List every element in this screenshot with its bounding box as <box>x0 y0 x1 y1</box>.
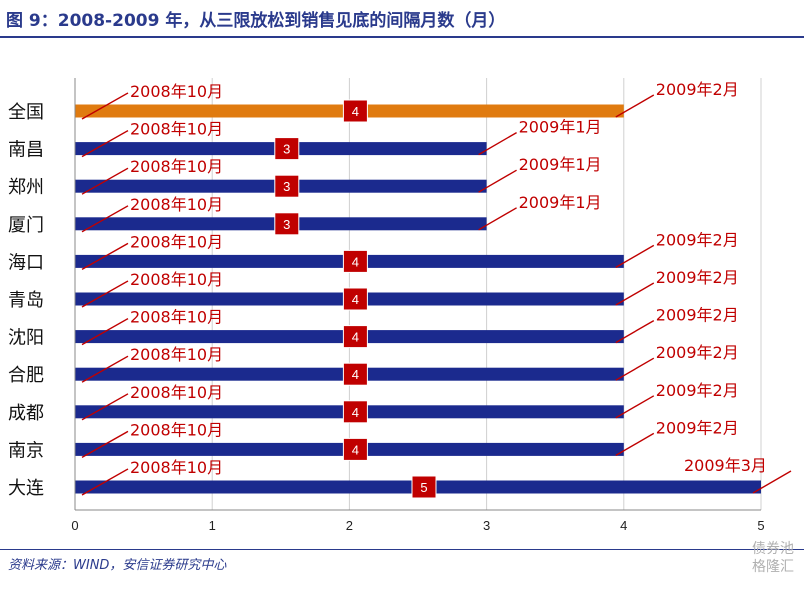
end-leader-line <box>478 131 517 156</box>
end-label: 2009年2月 <box>656 268 739 287</box>
value-box <box>274 137 300 161</box>
value-label: 4 <box>352 405 359 420</box>
start-label: 2008年10月 <box>130 232 223 251</box>
end-leader-line <box>615 319 655 344</box>
chart-title: 图 9：2008-2009 年，从三限放松到销售见底的间隔月数（月） <box>6 11 506 31</box>
end-label: 2009年1月 <box>519 118 602 137</box>
start-leader-line <box>81 393 129 421</box>
value-label: 3 <box>283 142 290 157</box>
start-leader-line <box>81 205 129 233</box>
end-label: 2009年3月 <box>684 456 767 475</box>
end-leader-line <box>478 169 517 193</box>
x-tick-label: 3 <box>483 518 490 533</box>
start-label: 2008年10月 <box>130 120 223 139</box>
value-box <box>342 287 368 311</box>
value-box <box>274 212 300 236</box>
end-label: 2009年2月 <box>656 230 739 249</box>
end-leader-line <box>615 94 655 118</box>
end-leader-line <box>615 282 655 306</box>
value-label: 4 <box>352 442 359 457</box>
value-label: 4 <box>352 292 359 307</box>
category-label: 海口 <box>8 252 44 273</box>
value-box <box>342 249 368 273</box>
source-note: 资料来源：WIND，安信证券研究中心 <box>8 558 227 573</box>
footer-divider <box>0 549 804 550</box>
value-box <box>274 174 300 198</box>
start-leader-line <box>81 280 129 308</box>
start-leader-line <box>81 167 129 195</box>
value-label: 4 <box>352 367 359 382</box>
value-box <box>342 99 368 123</box>
end-label: 2009年2月 <box>656 343 739 362</box>
end-leader-line <box>615 357 655 381</box>
value-box <box>342 325 368 349</box>
start-label: 2008年10月 <box>130 383 223 402</box>
value-box <box>342 437 368 461</box>
start-label: 2008年10月 <box>130 270 223 289</box>
start-leader-line <box>81 242 129 271</box>
x-tick-label: 1 <box>209 518 216 533</box>
start-label: 2008年10月 <box>130 458 223 477</box>
category-label: 成都 <box>8 403 44 424</box>
category-label: 厦门 <box>8 215 44 236</box>
end-label: 2009年1月 <box>519 193 602 212</box>
category-label: 南昌 <box>8 140 44 161</box>
value-label: 4 <box>352 330 359 345</box>
category-label: 大连 <box>8 478 44 499</box>
end-label: 2009年2月 <box>656 418 739 437</box>
x-tick-label: 5 <box>757 518 764 533</box>
value-box <box>411 475 437 499</box>
watermark-line1: 债券池 <box>752 541 794 557</box>
start-label: 2008年10月 <box>130 420 223 439</box>
end-leader-line <box>478 207 517 231</box>
end-leader-line <box>752 470 792 494</box>
start-leader-line <box>81 129 129 158</box>
x-tick-label: 2 <box>346 518 353 533</box>
category-label: 郑州 <box>8 177 44 198</box>
x-tick-label: 0 <box>71 518 78 533</box>
category-label: 南京 <box>8 440 44 461</box>
end-leader-line <box>615 395 655 419</box>
value-box <box>342 362 368 386</box>
start-leader-line <box>81 468 129 496</box>
end-leader-line <box>615 244 655 269</box>
bars: 4 2008年10月 2009年2月 3 2008年10月 2009年1月 3 2008年10… <box>75 80 792 499</box>
bar-chart: 4 2008年10月 2009年2月 3 2008年10月 2009年1月 3 2008年10… <box>8 78 792 533</box>
title-divider <box>0 36 804 38</box>
start-label: 2008年10月 <box>130 157 223 176</box>
end-label: 2009年2月 <box>656 381 739 400</box>
start-leader-line <box>81 430 129 459</box>
start-label: 2008年10月 <box>130 195 223 214</box>
category-label: 青岛 <box>8 290 44 311</box>
value-label: 3 <box>283 217 290 232</box>
start-leader-line <box>81 92 129 120</box>
category-label: 合肥 <box>8 365 44 386</box>
watermark-line2: 格隆汇 <box>752 559 794 575</box>
end-leader-line <box>615 432 655 457</box>
start-label: 2008年10月 <box>130 82 223 101</box>
value-box <box>342 400 368 424</box>
value-label: 3 <box>283 179 290 194</box>
x-tick-label: 4 <box>620 518 627 533</box>
category-label: 全国 <box>8 102 44 123</box>
start-leader-line <box>81 355 129 383</box>
end-label: 2009年2月 <box>656 306 739 325</box>
category-label: 沈阳 <box>8 328 44 349</box>
watermark: 债券池 格隆汇 <box>752 540 794 576</box>
value-label: 5 <box>420 480 427 495</box>
end-label: 2009年2月 <box>656 80 739 99</box>
end-label: 2009年1月 <box>519 155 602 174</box>
start-label: 2008年10月 <box>130 308 223 327</box>
start-leader-line <box>81 317 129 346</box>
start-label: 2008年10月 <box>130 345 223 364</box>
value-label: 4 <box>352 254 359 269</box>
value-label: 4 <box>352 104 359 119</box>
